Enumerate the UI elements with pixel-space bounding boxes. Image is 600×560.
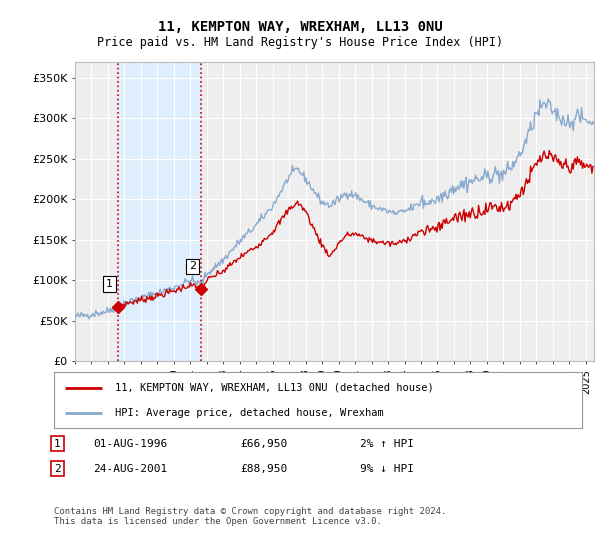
Text: 11, KEMPTON WAY, WREXHAM, LL13 0NU: 11, KEMPTON WAY, WREXHAM, LL13 0NU (158, 20, 442, 34)
Text: £66,950: £66,950 (240, 438, 287, 449)
Text: 2: 2 (189, 262, 196, 272)
Text: Price paid vs. HM Land Registry's House Price Index (HPI): Price paid vs. HM Land Registry's House … (97, 36, 503, 49)
Text: £88,950: £88,950 (240, 464, 287, 474)
Text: 1: 1 (54, 438, 61, 449)
Text: 24-AUG-2001: 24-AUG-2001 (93, 464, 167, 474)
Text: Contains HM Land Registry data © Crown copyright and database right 2024.
This d: Contains HM Land Registry data © Crown c… (54, 507, 446, 526)
Text: HPI: Average price, detached house, Wrexham: HPI: Average price, detached house, Wrex… (115, 408, 383, 418)
Text: 2: 2 (54, 464, 61, 474)
Text: 2% ↑ HPI: 2% ↑ HPI (360, 438, 414, 449)
Text: 1: 1 (106, 279, 113, 289)
Bar (118, 62, 201, 361)
Text: 01-AUG-1996: 01-AUG-1996 (93, 438, 167, 449)
Text: 9% ↓ HPI: 9% ↓ HPI (360, 464, 414, 474)
Text: 11, KEMPTON WAY, WREXHAM, LL13 0NU (detached house): 11, KEMPTON WAY, WREXHAM, LL13 0NU (deta… (115, 382, 433, 393)
